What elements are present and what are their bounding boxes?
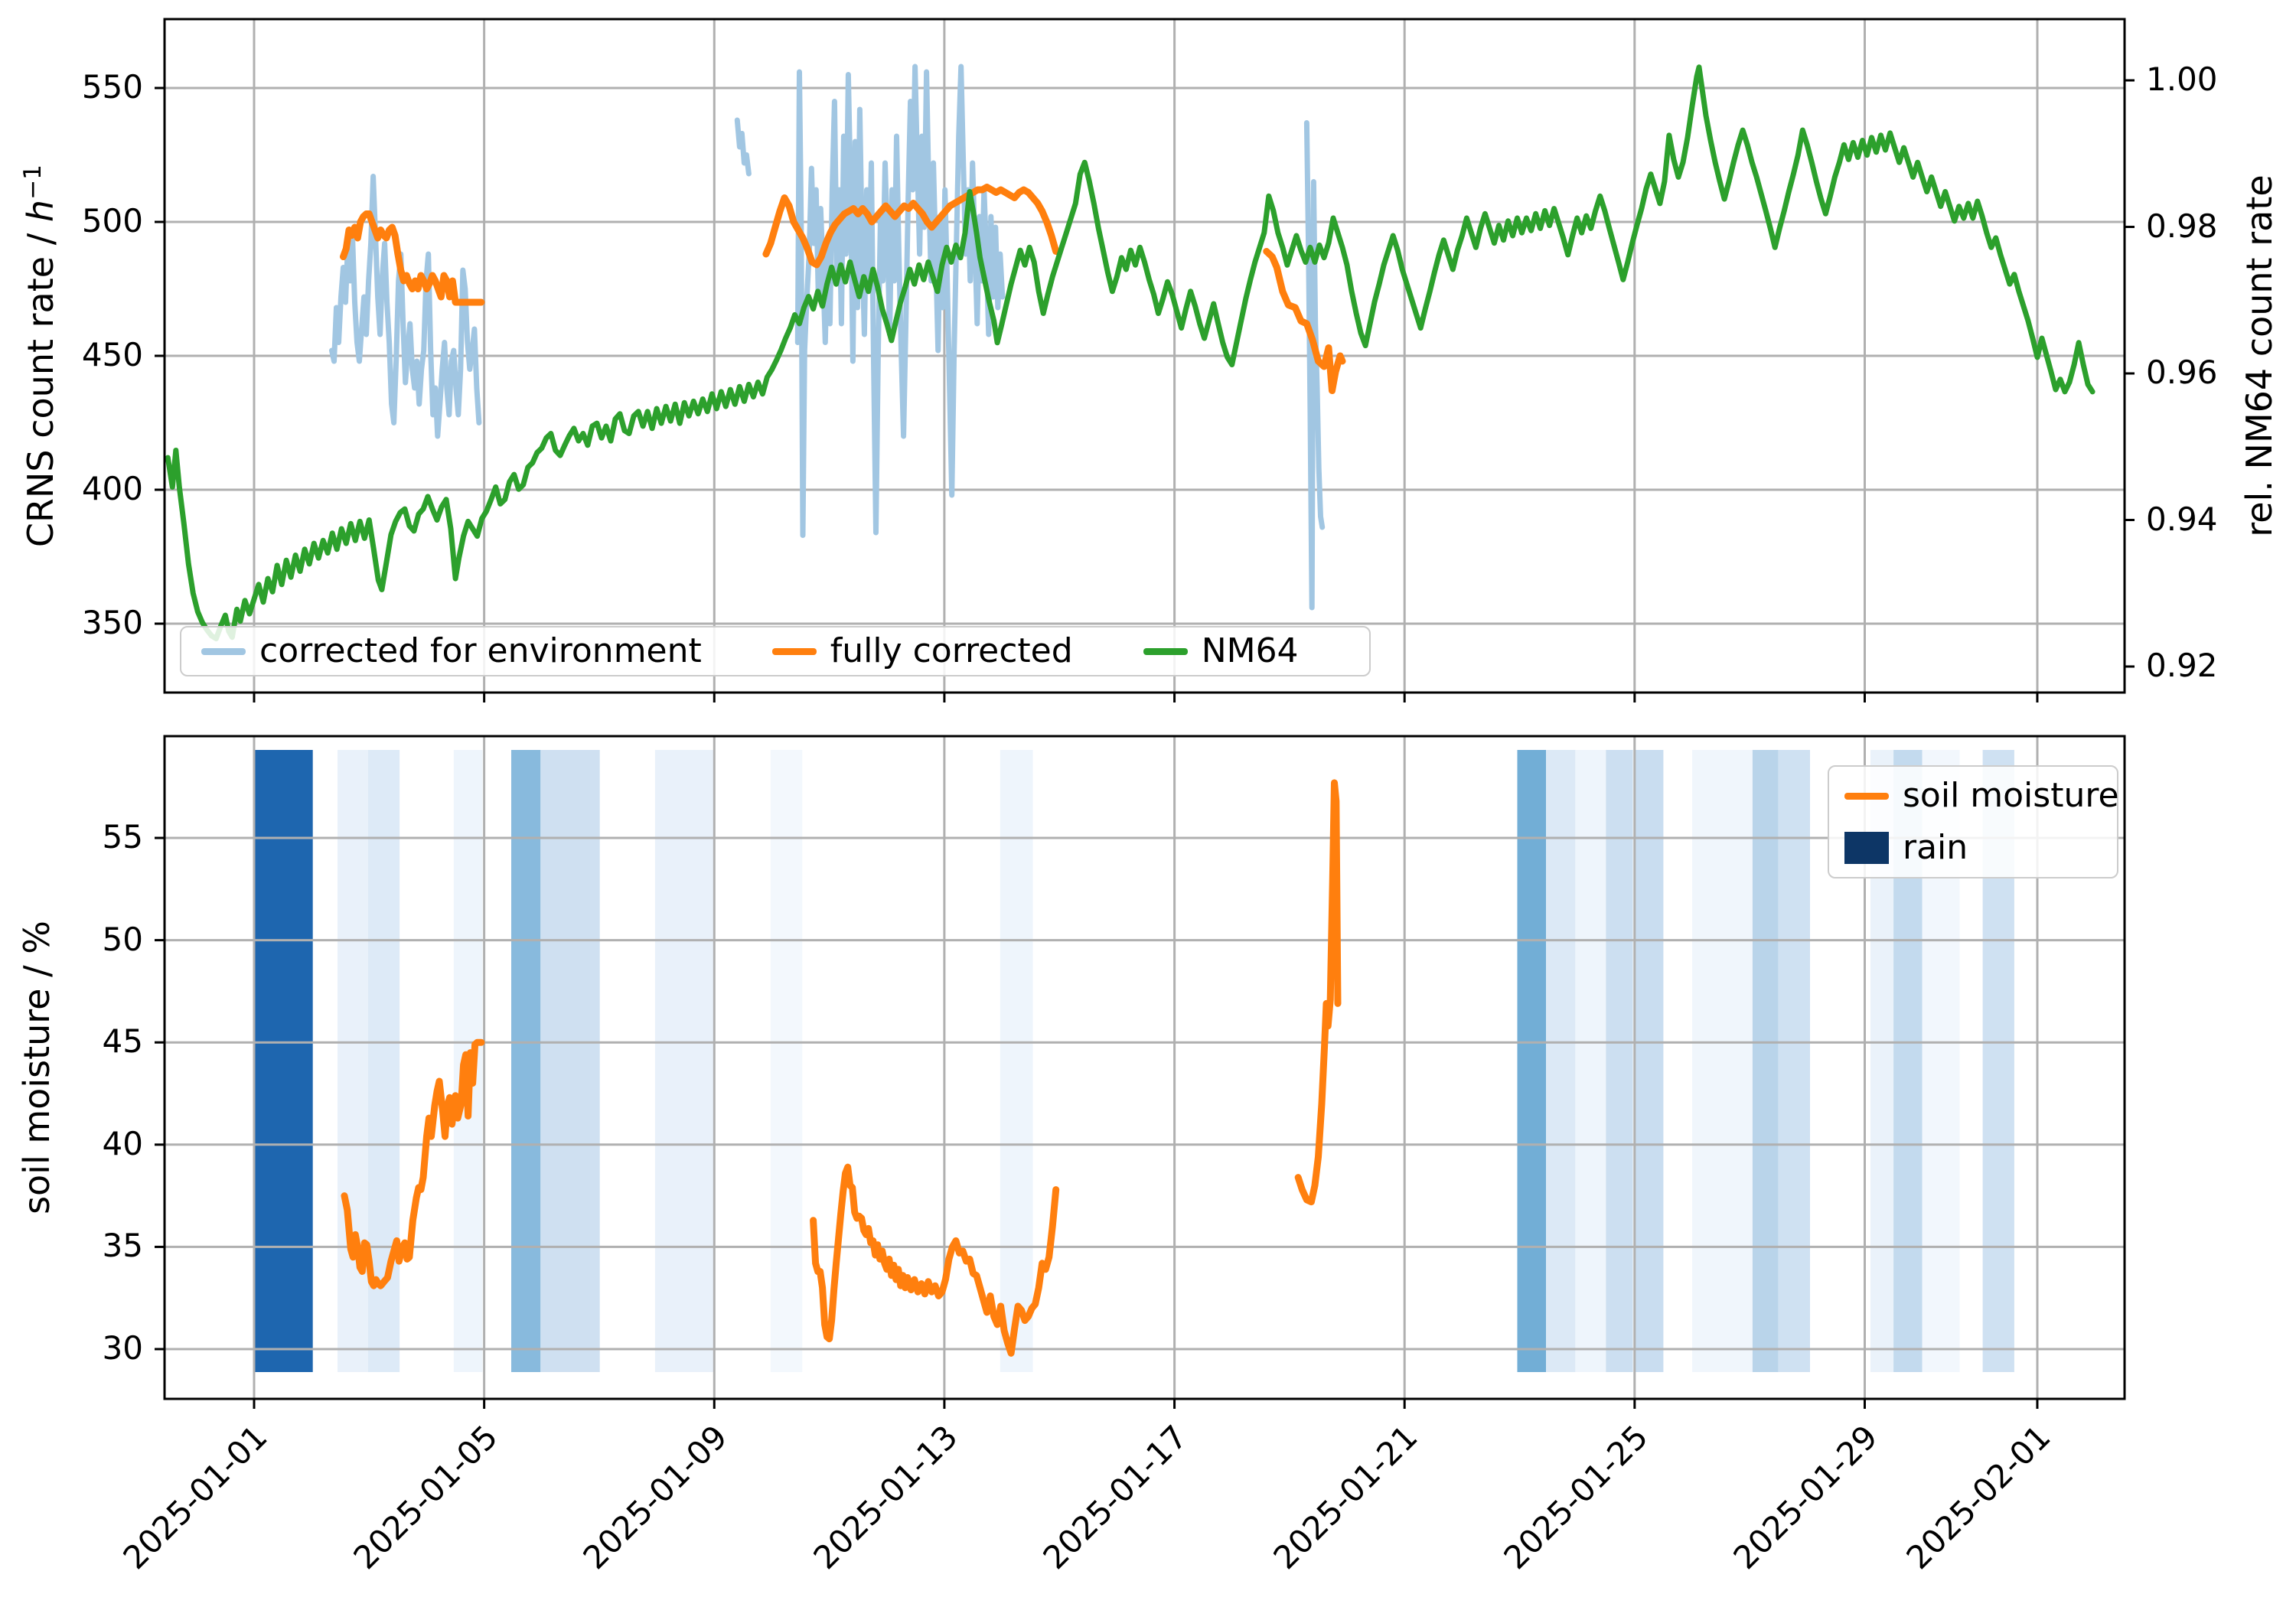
bottom-legend: soil moisture rain [1828,765,2119,878]
rain-band [338,750,368,1372]
rain-band [1517,750,1547,1372]
bottom-ylabel: soil moisture / % [16,921,57,1214]
rain-band [770,750,803,1372]
series-fully-corrected [762,184,1060,269]
legend-entry-nm64: NM64 [1143,633,1299,670]
line-swatch-icon [201,647,246,655]
legend-entry-rain: rain [1844,830,2102,866]
legend-label: fully corrected [830,631,1073,670]
series-fully-corrected [340,210,485,306]
line-swatch-icon [771,647,817,655]
series-corrected-for-environment [329,174,482,439]
legend-entry-fully-corrected: fully corrected [771,631,1073,670]
rain-patch-icon [1844,832,1889,864]
rain-band [654,750,716,1372]
rain-band [511,750,541,1372]
legend-label: rain [1903,828,1968,867]
legend-label: corrected for environment [259,631,702,670]
legend-entry-soil-moisture: soil moisture [1844,777,2119,814]
rain-band [540,750,600,1372]
line-swatch-icon [1143,647,1188,655]
series-soil-moisture [810,1163,1060,1357]
series-corrected-for-environment [734,117,752,177]
top-right-ylabel: rel. NM64 count rate [2239,174,2280,537]
axes-spine [163,735,2126,1400]
legend-label: NM64 [1201,631,1299,670]
rain-band [1606,750,1633,1372]
rain-band [1634,750,1664,1372]
series-soil-moisture [341,1038,485,1289]
rain-band [1546,750,1576,1372]
rain-band [1000,750,1033,1372]
rain-band [1778,750,1810,1372]
rain-band [1575,750,1606,1372]
series-fully-corrected [1263,248,1346,394]
series-NM64 [165,64,2095,642]
rain-band [1692,750,1753,1372]
series-soil-moisture [1294,779,1342,1206]
line-swatch-icon [1844,792,1889,800]
legend-entry-corrected-for-environment: corrected for environment [201,633,702,670]
rain-band [1752,750,1779,1372]
rain-band [254,750,313,1372]
top-legend: corrected for environment fully correcte… [180,626,1371,676]
legend-label: soil moisture [1903,776,2119,815]
top-ylabel: CRNS count rate / h−1 [18,164,62,548]
